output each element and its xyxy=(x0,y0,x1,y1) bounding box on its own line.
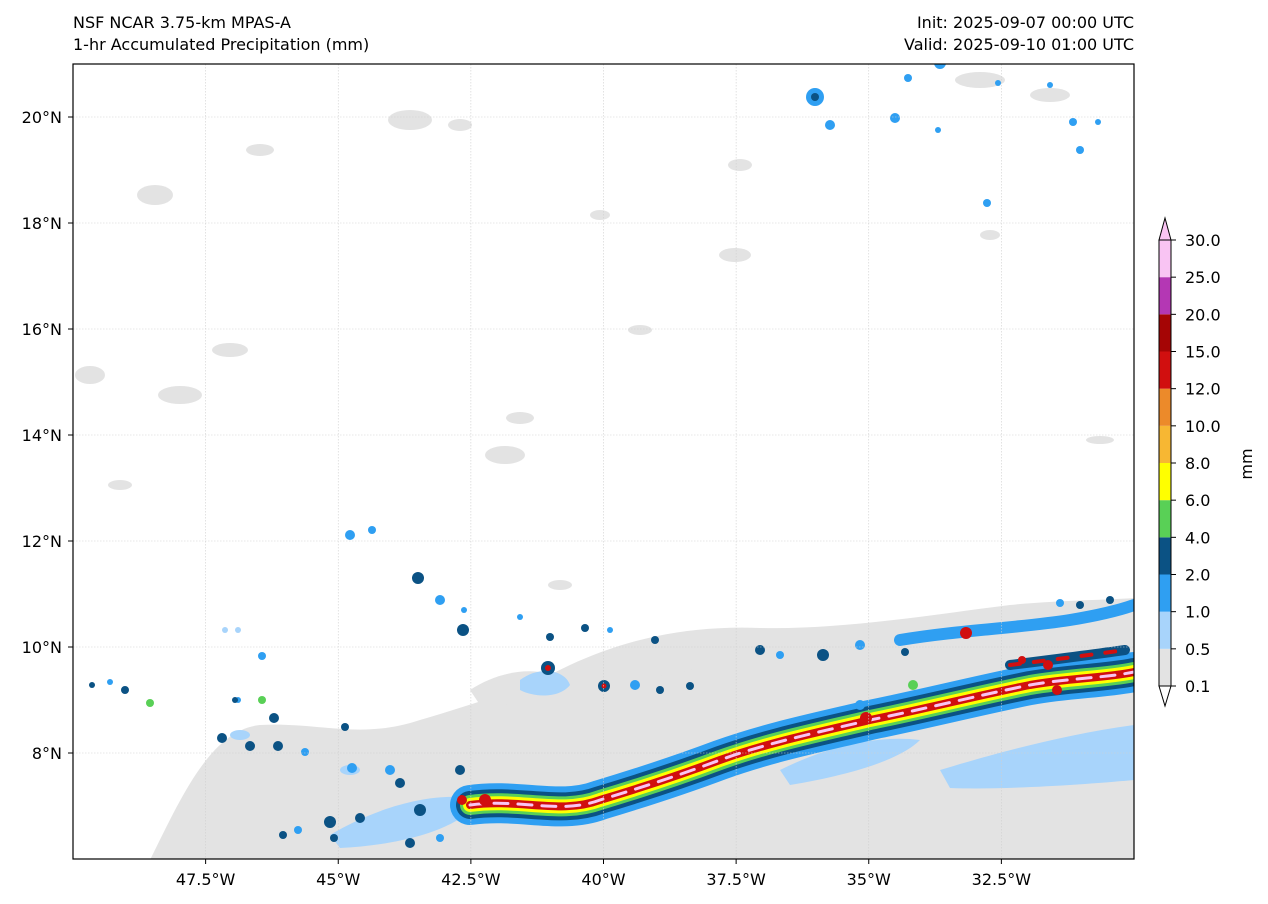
gridlines xyxy=(73,64,1134,859)
lon-tick-label: 47.5°W xyxy=(176,870,236,889)
lon-tick-label: 40°W xyxy=(581,870,625,889)
colorbar-tick-label: 2.0 xyxy=(1185,566,1210,585)
lat-tick-label: 14°N xyxy=(22,426,62,445)
precip-field xyxy=(75,64,1134,859)
lon-tick-label: 45°W xyxy=(316,870,360,889)
convective-cells xyxy=(89,64,1114,848)
lat-tick-label: 20°N xyxy=(22,108,62,127)
colorbar-swatch xyxy=(1159,463,1171,501)
chart-title-left: NSF NCAR 3.75-km MPAS-A 1-hr Accumulated… xyxy=(73,12,369,56)
colorbar-swatch xyxy=(1159,611,1171,649)
lat-tick-label: 18°N xyxy=(22,214,62,233)
model-name: NSF NCAR 3.75-km MPAS-A xyxy=(73,13,291,32)
colorbar-swatch xyxy=(1159,277,1171,315)
chart-title-right: Init: 2025-09-07 00:00 UTC Valid: 2025-0… xyxy=(904,12,1134,56)
rain-band-core xyxy=(468,670,1134,808)
colorbar-tick-label: 30.0 xyxy=(1185,231,1221,250)
colorbar-swatch xyxy=(1159,574,1171,612)
light-precip-areas xyxy=(230,670,1134,848)
init-time: Init: 2025-09-07 00:00 UTC xyxy=(916,13,1134,32)
colorbar-tick-label: 10.0 xyxy=(1185,417,1221,436)
colorbar-tick-label: 4.0 xyxy=(1185,528,1210,547)
colorbar-tick-label: 8.0 xyxy=(1185,454,1210,473)
colorbar-tick-label: 6.0 xyxy=(1185,491,1210,510)
lat-tick-label: 12°N xyxy=(22,532,62,551)
colorbar-swatch xyxy=(1159,314,1171,352)
colorbar-swatch xyxy=(1159,388,1171,426)
colorbar-swatch xyxy=(1159,500,1171,538)
colorbar-swatch xyxy=(1159,648,1171,686)
lon-tick-label: 37.5°W xyxy=(706,870,766,889)
lat-tick-label: 8°N xyxy=(32,744,62,763)
colorbar-swatch xyxy=(1159,537,1171,575)
colorbar-swatch xyxy=(1159,351,1171,389)
lat-tick-label: 10°N xyxy=(22,638,62,657)
colorbar-unit-label: mm xyxy=(1237,448,1256,479)
colorbar-tick-label: 12.0 xyxy=(1185,380,1221,399)
colorbar-max-extension xyxy=(1158,216,1172,241)
north-band-moderate xyxy=(894,599,1134,646)
colorbar-tick-label: 1.0 xyxy=(1185,603,1210,622)
valid-time: Valid: 2025-09-10 01:00 UTC xyxy=(903,35,1134,54)
lon-tick-label: 35°W xyxy=(847,870,891,889)
colorbar: 0.1 0.5 1.0 2.0 4.0 6.0 8.0 10.0 12.0 15.0 20.0 25.… xyxy=(1158,216,1221,708)
colorbar-swatch xyxy=(1159,425,1171,463)
trace-precip-areas xyxy=(75,72,1134,859)
lat-tick-label: 16°N xyxy=(22,320,62,339)
colorbar-tick-label: 25.0 xyxy=(1185,268,1221,287)
north-band-red xyxy=(1008,648,1127,667)
colorbar-min-extension xyxy=(1158,685,1172,708)
colorbar-tick-label: 0.5 xyxy=(1185,640,1210,659)
plot-frame xyxy=(72,63,1135,860)
colorbar-tick-label: 0.1 xyxy=(1185,677,1210,696)
lon-tick-label: 42.5°W xyxy=(441,870,501,889)
colorbar-tick-label: 15.0 xyxy=(1185,343,1221,362)
field-name: 1-hr Accumulated Precipitation (mm) xyxy=(73,35,370,54)
axis-ticks: 20°N 18°N 16°N 14°N 12°N 10°N 8°N 47.5°W 45°W 42.… xyxy=(22,108,1032,889)
colorbar-tick-label: 20.0 xyxy=(1185,305,1221,324)
colorbar-swatch xyxy=(1159,240,1171,278)
lon-tick-label: 32.5°W xyxy=(972,870,1032,889)
